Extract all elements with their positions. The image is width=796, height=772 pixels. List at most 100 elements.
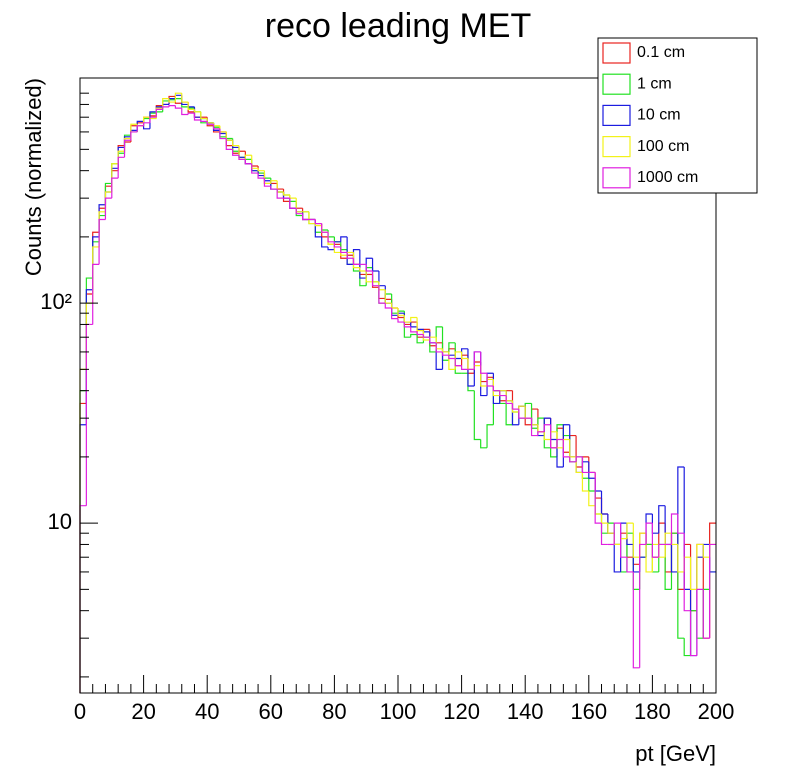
- bin: [384, 303, 392, 309]
- bin: [613, 522, 621, 545]
- bin: [689, 544, 697, 612]
- bin: [333, 244, 341, 254]
- bin: [429, 337, 437, 353]
- bin: [263, 170, 271, 185]
- bin: [499, 390, 507, 405]
- bin: [314, 223, 322, 233]
- bin: [632, 557, 640, 565]
- legend-label: 1000 cm: [637, 169, 698, 186]
- bin: [143, 122, 150, 126]
- bin: [448, 351, 456, 356]
- y-tick-label: 10: [48, 509, 72, 534]
- bin: [123, 141, 131, 146]
- bin: [371, 258, 379, 272]
- bin: [658, 544, 666, 558]
- bin: [384, 298, 392, 300]
- bin: [416, 317, 424, 332]
- bin: [486, 373, 494, 387]
- bin: [327, 236, 335, 245]
- bin: [537, 424, 545, 433]
- bin: [193, 111, 201, 118]
- bin: [391, 294, 398, 314]
- bin: [543, 424, 551, 432]
- bin: [569, 439, 577, 458]
- bin: [181, 93, 189, 103]
- legend-label: 100 cm: [637, 138, 689, 155]
- bin: [626, 532, 634, 572]
- bin: [492, 386, 500, 392]
- bin: [632, 523, 640, 558]
- bin: [702, 543, 710, 558]
- bin: [391, 299, 398, 309]
- bin: [467, 358, 475, 370]
- bin: [511, 400, 519, 426]
- bin: [257, 173, 265, 179]
- bin: [314, 219, 322, 225]
- bin: [677, 514, 685, 534]
- bin: [441, 351, 449, 356]
- bin: [244, 154, 252, 160]
- bin: [670, 532, 678, 572]
- bin: [696, 610, 704, 639]
- bin: [511, 403, 519, 410]
- bin: [219, 128, 227, 140]
- bin: [613, 533, 621, 573]
- bin: [136, 125, 144, 132]
- bin: [683, 556, 691, 572]
- bin: [257, 166, 265, 174]
- bin: [651, 544, 659, 558]
- bin: [403, 317, 411, 326]
- bin: [308, 211, 316, 225]
- bin: [130, 125, 138, 142]
- bin: [505, 403, 513, 426]
- bin: [149, 116, 157, 123]
- bin: [85, 277, 93, 391]
- bin: [238, 155, 246, 161]
- x-tick-label: 80: [322, 699, 346, 724]
- x-tick-label: 180: [634, 699, 671, 724]
- bin: [193, 109, 201, 113]
- bin: [569, 456, 577, 463]
- bin: [543, 418, 551, 449]
- bin: [403, 315, 411, 323]
- bin: [289, 195, 297, 199]
- bin: [645, 522, 653, 545]
- bin: [321, 225, 329, 233]
- bin: [104, 182, 112, 216]
- bin: [422, 330, 430, 341]
- bin: [499, 390, 507, 396]
- bin: [302, 213, 309, 221]
- bin: [98, 218, 106, 265]
- bin: [168, 99, 176, 101]
- bin: [238, 147, 246, 158]
- bin: [333, 236, 341, 243]
- bin: [263, 173, 271, 179]
- bin: [639, 543, 647, 668]
- bin: [524, 406, 532, 419]
- bin: [550, 447, 557, 458]
- chart-title: reco leading MET: [265, 7, 531, 45]
- bin: [600, 514, 608, 524]
- bin: [530, 418, 538, 437]
- bin: [410, 316, 418, 323]
- bin: [174, 105, 182, 109]
- bin: [537, 409, 545, 433]
- bin: [613, 523, 621, 546]
- bin: [174, 96, 182, 104]
- bin: [562, 428, 570, 453]
- bin: [702, 544, 710, 639]
- bin: [594, 472, 602, 499]
- x-tick-label: 0: [74, 699, 86, 724]
- bin: [136, 125, 144, 132]
- bin: [352, 252, 360, 269]
- bin: [556, 424, 564, 457]
- bin: [314, 223, 322, 227]
- bin: [626, 557, 634, 573]
- bin: [403, 313, 411, 323]
- bin: [206, 121, 214, 125]
- bin: [658, 543, 666, 558]
- bin: [174, 98, 182, 100]
- bin: [359, 264, 367, 276]
- bin: [104, 185, 112, 209]
- bin: [422, 328, 430, 338]
